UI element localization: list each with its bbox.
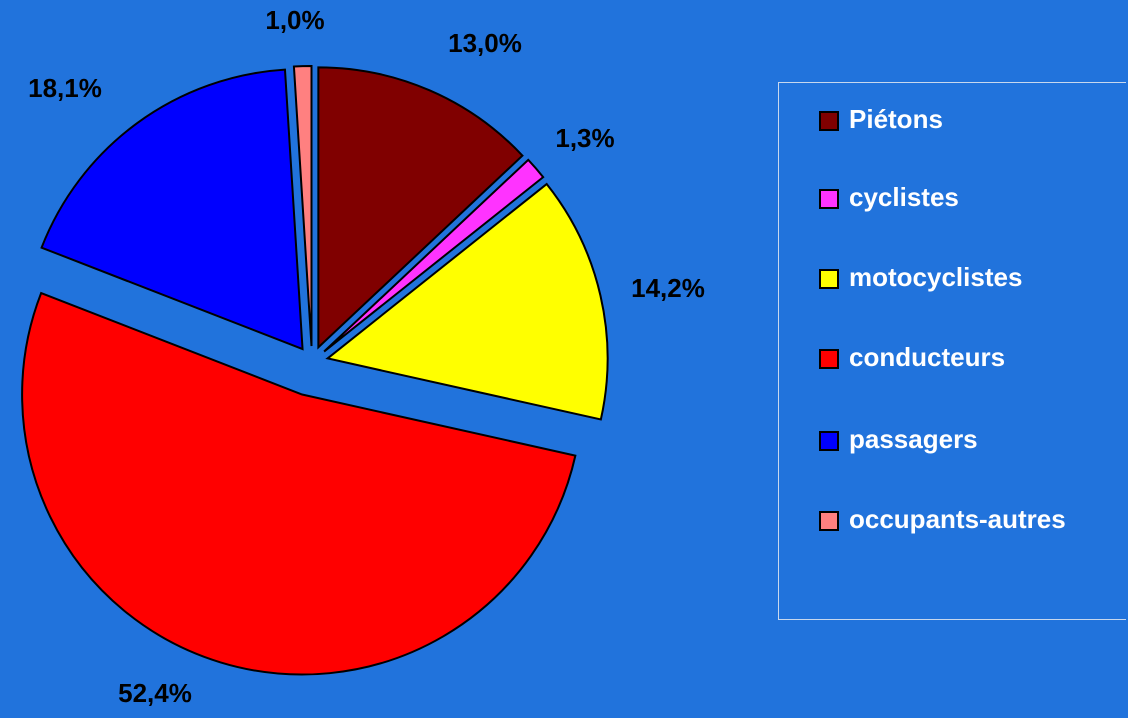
legend-item: motocyclistes bbox=[819, 259, 1119, 295]
legend-item: Piétons bbox=[819, 101, 1119, 137]
legend-swatch bbox=[819, 511, 839, 531]
data-label: 13,0% bbox=[448, 28, 522, 58]
legend-swatch bbox=[819, 111, 839, 131]
pie-slice bbox=[292, 65, 313, 347]
legend-item: cyclistes bbox=[819, 179, 1119, 215]
legend-swatch bbox=[819, 269, 839, 289]
data-label: 1,0% bbox=[265, 5, 324, 35]
pie-slice bbox=[323, 158, 545, 353]
legend-label: Piétons bbox=[849, 104, 943, 134]
legend-swatch bbox=[819, 189, 839, 209]
pie-slice bbox=[325, 182, 609, 421]
legend-item: occupants-autres bbox=[819, 501, 1119, 537]
pie-slice bbox=[21, 291, 577, 676]
legend-item: passagers bbox=[819, 421, 1119, 457]
data-label: 14,2% bbox=[631, 273, 705, 303]
legend-label: motocyclistes bbox=[849, 262, 1023, 292]
legend-label: passagers bbox=[849, 424, 978, 454]
legend-swatch bbox=[819, 431, 839, 451]
pie-slice bbox=[40, 68, 304, 351]
legend-label: conducteurs bbox=[849, 342, 1006, 372]
legend-swatch bbox=[819, 349, 839, 369]
data-label: 52,4% bbox=[118, 678, 192, 708]
legend-label: cyclistes bbox=[849, 182, 959, 212]
data-label: 1,3% bbox=[555, 123, 614, 153]
legend-item: conducteurs bbox=[819, 339, 1119, 375]
legend-label: occupants-autres bbox=[849, 504, 1066, 534]
legend: Piétons cyclistes motocyclistes conducteurs… bbox=[778, 82, 1126, 620]
pie-slice bbox=[317, 66, 524, 350]
data-label: 18,1% bbox=[28, 73, 102, 103]
